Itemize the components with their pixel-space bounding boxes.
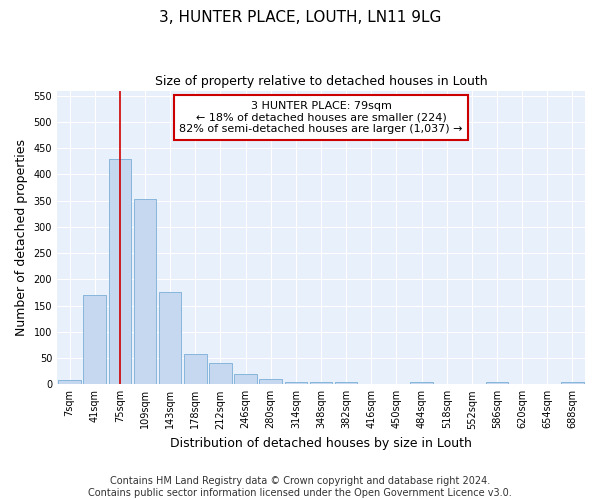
- Bar: [209, 364, 232, 384]
- Bar: [184, 354, 206, 384]
- Bar: [310, 382, 332, 384]
- Text: Contains HM Land Registry data © Crown copyright and database right 2024.
Contai: Contains HM Land Registry data © Crown c…: [88, 476, 512, 498]
- Title: Size of property relative to detached houses in Louth: Size of property relative to detached ho…: [155, 75, 487, 88]
- Bar: [561, 382, 584, 384]
- Bar: [284, 382, 307, 384]
- Bar: [234, 374, 257, 384]
- X-axis label: Distribution of detached houses by size in Louth: Distribution of detached houses by size …: [170, 437, 472, 450]
- Bar: [109, 158, 131, 384]
- Bar: [159, 292, 181, 384]
- Bar: [410, 382, 433, 384]
- Bar: [134, 198, 157, 384]
- Text: 3, HUNTER PLACE, LOUTH, LN11 9LG: 3, HUNTER PLACE, LOUTH, LN11 9LG: [159, 10, 441, 25]
- Bar: [485, 382, 508, 384]
- Bar: [83, 295, 106, 384]
- Y-axis label: Number of detached properties: Number of detached properties: [15, 139, 28, 336]
- Bar: [335, 382, 358, 384]
- Bar: [259, 379, 282, 384]
- Bar: [58, 380, 81, 384]
- Text: 3 HUNTER PLACE: 79sqm
← 18% of detached houses are smaller (224)
82% of semi-det: 3 HUNTER PLACE: 79sqm ← 18% of detached …: [179, 101, 463, 134]
